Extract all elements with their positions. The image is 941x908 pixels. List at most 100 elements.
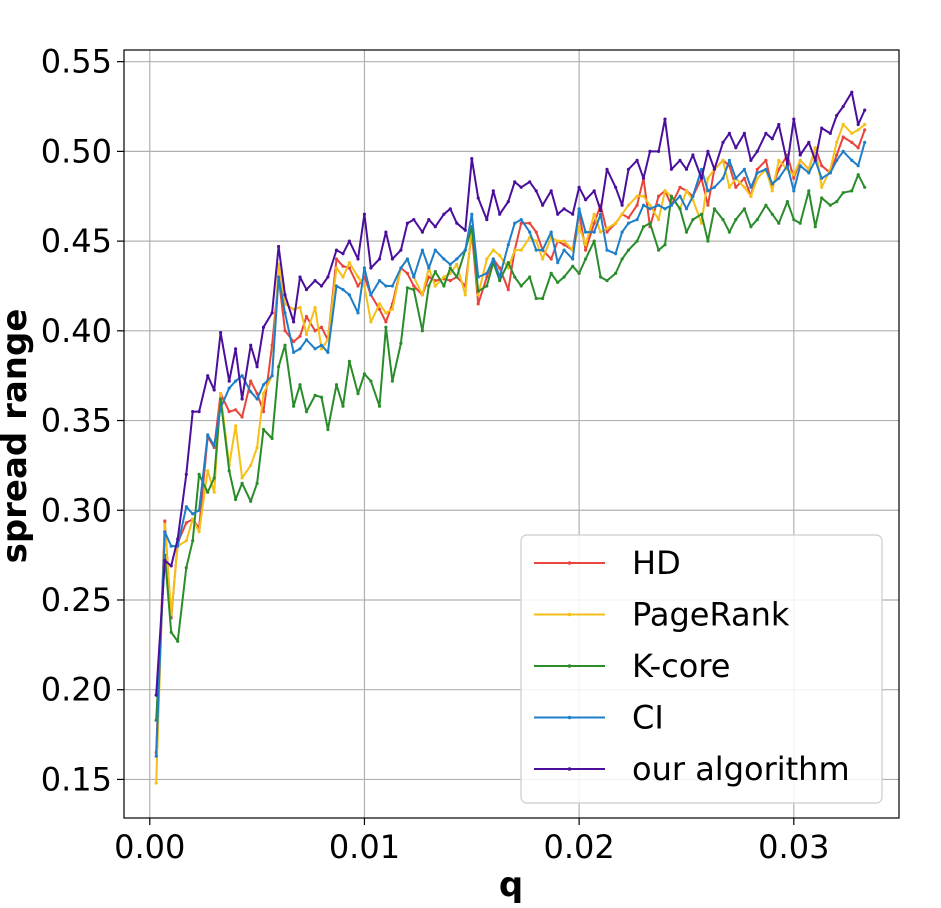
data-point <box>635 194 639 198</box>
data-point <box>485 284 489 288</box>
data-point <box>206 374 210 378</box>
data-point <box>212 476 216 480</box>
data-point <box>292 404 296 408</box>
data-point <box>614 185 618 189</box>
data-point <box>684 230 689 234</box>
data-point <box>347 239 351 243</box>
data-point <box>405 221 409 225</box>
data-point <box>519 218 523 222</box>
data-point <box>277 275 281 279</box>
data-point <box>577 271 581 275</box>
x-tick-label: 0.00 <box>114 828 185 866</box>
data-point <box>476 275 480 279</box>
data-point <box>206 433 210 437</box>
data-point <box>742 185 747 189</box>
data-point <box>405 271 409 275</box>
data-point <box>620 212 624 216</box>
data-point <box>292 320 296 324</box>
data-point <box>813 225 817 229</box>
data-point <box>562 275 566 279</box>
data-point <box>785 200 790 204</box>
y-tick-label: 0.15 <box>41 760 112 798</box>
data-point <box>442 257 446 261</box>
data-point <box>270 311 274 315</box>
data-point <box>448 266 452 270</box>
data-point <box>798 158 802 162</box>
data-point <box>384 230 388 234</box>
data-point <box>369 320 373 324</box>
plot-frame <box>123 49 900 819</box>
data-point <box>249 463 253 467</box>
data-point <box>770 182 774 186</box>
data-point <box>641 225 646 229</box>
data-point <box>549 189 553 193</box>
data-point <box>792 189 796 193</box>
data-point <box>577 185 581 189</box>
data-point <box>313 279 317 283</box>
legend-marker <box>567 561 572 565</box>
data-point <box>513 180 517 184</box>
data-point <box>184 505 188 509</box>
data-point <box>807 189 811 193</box>
data-point <box>820 185 824 189</box>
data-point <box>648 203 652 207</box>
data-point <box>304 410 309 414</box>
data-point <box>777 221 781 225</box>
data-point <box>562 248 566 252</box>
data-point <box>764 203 768 207</box>
data-point <box>384 311 388 315</box>
data-point <box>476 293 480 297</box>
data-point <box>212 490 216 494</box>
data-point <box>377 307 382 311</box>
data-point <box>169 544 173 548</box>
data-point <box>706 149 710 153</box>
data-point <box>506 200 510 204</box>
data-point <box>362 212 366 216</box>
data-point <box>442 284 446 288</box>
data-point <box>513 221 517 225</box>
data-point <box>678 207 682 211</box>
data-point <box>549 271 553 275</box>
data-point <box>341 404 345 408</box>
data-point <box>390 257 394 261</box>
data-point <box>534 296 538 301</box>
legend-label: CI <box>632 699 664 737</box>
y-axis: 0.15 0.20 0.25 0.30 0.35 0.40 0.45 0.50 0.55 <box>41 43 124 798</box>
series-ci <box>154 140 867 758</box>
data-point <box>154 754 158 758</box>
legend-item-hd: HD <box>534 544 681 582</box>
data-point <box>212 388 216 392</box>
data-point <box>405 257 409 261</box>
data-point <box>184 472 188 476</box>
data-point <box>620 230 624 234</box>
data-point <box>635 203 639 207</box>
y-tick-label: 0.25 <box>41 581 112 619</box>
data-point <box>820 126 824 130</box>
data-point <box>163 519 167 523</box>
data-point <box>626 221 631 225</box>
data-point <box>614 252 618 256</box>
data-point <box>764 158 768 162</box>
data-point <box>154 693 158 697</box>
data-point <box>519 248 523 252</box>
data-point <box>699 176 704 180</box>
data-point <box>197 472 201 476</box>
data-point <box>234 379 238 383</box>
data-point <box>356 311 360 315</box>
data-point <box>770 189 774 193</box>
data-point <box>626 203 631 207</box>
data-point <box>326 350 330 354</box>
data-point <box>519 185 523 189</box>
data-point <box>412 288 416 292</box>
data-point <box>356 392 360 396</box>
data-point <box>427 284 431 288</box>
data-point <box>334 284 339 288</box>
data-point <box>384 284 388 288</box>
data-point <box>534 248 538 252</box>
data-point <box>506 243 510 247</box>
data-point <box>850 90 854 94</box>
data-point <box>678 158 682 162</box>
data-point <box>219 331 223 335</box>
grid <box>124 50 899 818</box>
data-point <box>498 279 502 283</box>
